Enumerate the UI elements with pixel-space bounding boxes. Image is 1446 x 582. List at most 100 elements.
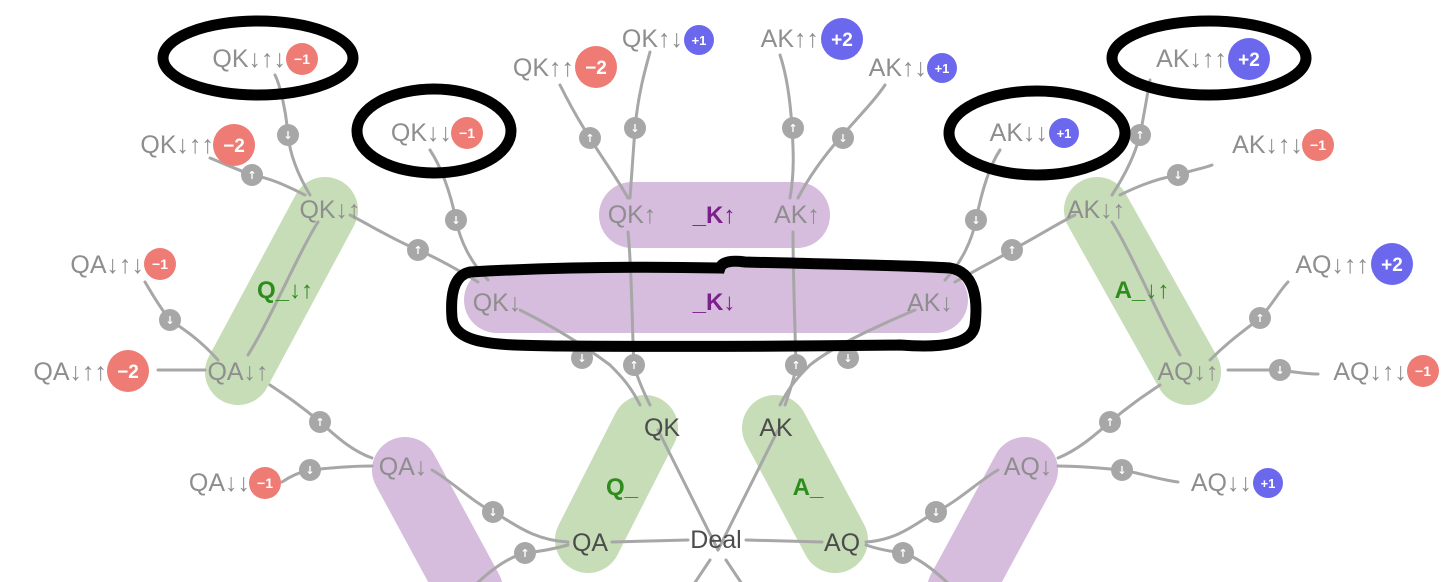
payoff-value: −1 (1415, 363, 1431, 379)
svg-text:↑: ↑ (1105, 416, 1114, 429)
terminal-label: QK↓↓ (391, 119, 452, 147)
terminal-qk-uu: QK↑↑ −2 (513, 46, 617, 88)
arrow-dot: ↑ (623, 354, 645, 376)
payoff-badge (1228, 38, 1270, 80)
svg-text:↓: ↓ (577, 352, 586, 365)
svg-text:↓: ↓ (488, 506, 497, 519)
edge-qk-to-qk-down (518, 308, 642, 407)
terminal-qk-dd: QK↓↓ −1 (391, 117, 483, 149)
terminal-label: AQ↓↑↓ (1333, 358, 1407, 386)
terminal-label: QK↓↑↑ (140, 131, 214, 159)
terminal-qa-duu: QA↓↑↑ −2 (33, 350, 149, 392)
node-qk-up: QK↑ (608, 201, 657, 229)
payoff-badge (1049, 118, 1079, 148)
arrow-dot: ↓ (1269, 359, 1291, 381)
svg-text:↓: ↓ (931, 506, 940, 519)
payoff-badge (1371, 243, 1413, 285)
payoff-badge (286, 43, 318, 75)
svg-text:↓: ↓ (1173, 169, 1182, 182)
group-label-k-up: _K↑ (692, 202, 736, 229)
edge-deal-qk (656, 428, 720, 552)
arrow-dot: ↑ (241, 164, 263, 186)
arrow-dot: ↓ (299, 459, 321, 481)
svg-text:↓: ↓ (283, 129, 292, 142)
terminal-ak-dd: AK↓↓ +1 (990, 118, 1079, 148)
node-aq-down: AQ↓ (1004, 453, 1053, 481)
svg-text:↑: ↑ (1135, 129, 1144, 142)
svg-text:↓: ↓ (1117, 464, 1126, 477)
terminal-label: AK↓↑↑ (1156, 45, 1227, 73)
node-qa: QA (572, 529, 608, 557)
annotation-circle-ak-dd (943, 85, 1131, 181)
node-qa-down-up: QA↓↑ (207, 358, 268, 386)
payoff-badge (1407, 355, 1439, 387)
payoff-value: −2 (223, 136, 245, 157)
payoff-value: −1 (257, 475, 273, 491)
payoff-badge (684, 25, 714, 55)
payoff-badge (144, 248, 176, 280)
arrow-dot: ↑ (1249, 307, 1271, 329)
svg-text:↑: ↑ (898, 547, 907, 560)
svg-text:↑: ↑ (629, 359, 638, 372)
arrow-dot: ↑ (892, 542, 914, 564)
svg-text:↓: ↓ (451, 214, 460, 227)
svg-text:↓: ↓ (165, 314, 174, 327)
arrow-dot: ↓ (159, 309, 181, 331)
edge-deal-ak (716, 428, 780, 552)
arrow-dot: ↓ (925, 501, 947, 523)
edge-deal-down-right (724, 558, 743, 582)
terminal-label: QA↓↑↓ (70, 251, 144, 279)
svg-text:↑: ↑ (1007, 244, 1016, 257)
payoff-value: −1 (294, 51, 310, 67)
payoff-badge (213, 124, 255, 166)
svg-text:↑: ↑ (315, 416, 324, 429)
arrow-dot: ↑ (782, 117, 804, 139)
node-ak: AK (759, 414, 793, 442)
terminal-label: AQ↓↓ (1191, 469, 1252, 497)
edge-qa-down-up-to-qk-down-up (246, 220, 320, 357)
terminal-qk-dud: QK↓↑↓ −1 (212, 43, 318, 75)
payoff-badge (575, 46, 617, 88)
terminal-nodes: QA↓↓ −1 QA↓↑↓ −1 QA↓↑↑ −2 QK↓↑↑ −2 QK↓↑↓… (33, 18, 1439, 499)
action-dots: ↑ ↓ ↓ ↑ ↓ ↑ ↓ ↑ ↓ ↓ ↑ ↑ ↓ ↑ ↓ ↑ ↓ ↑ ↓ ↓ … (159, 117, 1291, 564)
terminal-label: AK↑↑ (761, 25, 819, 53)
arrow-dot: ↑ (579, 127, 601, 149)
arrow-dot: ↑ (407, 239, 429, 261)
payoff-value: +1 (1261, 476, 1276, 491)
edge-qa-down-to-qa-dd (280, 464, 374, 484)
payoff-badge (249, 467, 281, 499)
arrow-dot: ↓ (445, 209, 467, 231)
terminal-label: QA↓↓ (189, 469, 250, 497)
group-labels: Q_ A_ Q_↓↑ A_↓↑ _K↑ _K↓ (257, 202, 1169, 501)
payoff-value: −1 (459, 125, 475, 141)
payoff-badge (821, 18, 863, 60)
terminal-qk-duu: QK↓↑↑ −2 (140, 124, 255, 166)
band-a-down-up (1064, 177, 1221, 405)
terminal-ak-dud: AK↓↑↓ −1 (1232, 129, 1334, 161)
svg-text:↑: ↑ (413, 244, 422, 257)
payoff-badge (927, 53, 957, 83)
payoff-value: +1 (1057, 126, 1072, 141)
node-qk-down-up: QK↓↑ (299, 196, 360, 224)
node-ak-up: AK↑ (774, 201, 820, 229)
arrow-dot: ↓ (1167, 164, 1189, 186)
payoff-value: +2 (831, 30, 853, 51)
band-q-blank (555, 395, 678, 573)
payoff-value: +1 (935, 61, 950, 76)
node-ak-down: AK↓ (907, 289, 953, 317)
svg-text:↑: ↑ (520, 547, 529, 560)
band-qa-down (372, 437, 502, 582)
payoff-value: +2 (1238, 50, 1260, 71)
node-labels: Deal QA QK AK AQ QA↓ AQ↓ QA↓↑ QK↓↑ AQ↓↑ … (207, 196, 1218, 557)
terminal-qa-dd: QA↓↓ −1 (189, 467, 281, 499)
edge-deal-aq (744, 538, 824, 544)
arrow-dot: ↓ (832, 127, 854, 149)
terminal-qa-dud: QA↓↑↓ −1 (70, 248, 176, 280)
svg-text:↑: ↑ (791, 359, 800, 372)
terminal-label: AK↓↑↓ (1232, 131, 1303, 159)
terminal-ak-uu: AK↑↑ +2 (761, 18, 863, 60)
annotation-circle-qk-dud (157, 15, 359, 101)
edge-qa-down-up-to-qa-dud (143, 280, 220, 362)
edge-ak-down-up-to-ak-dud (1118, 163, 1214, 197)
